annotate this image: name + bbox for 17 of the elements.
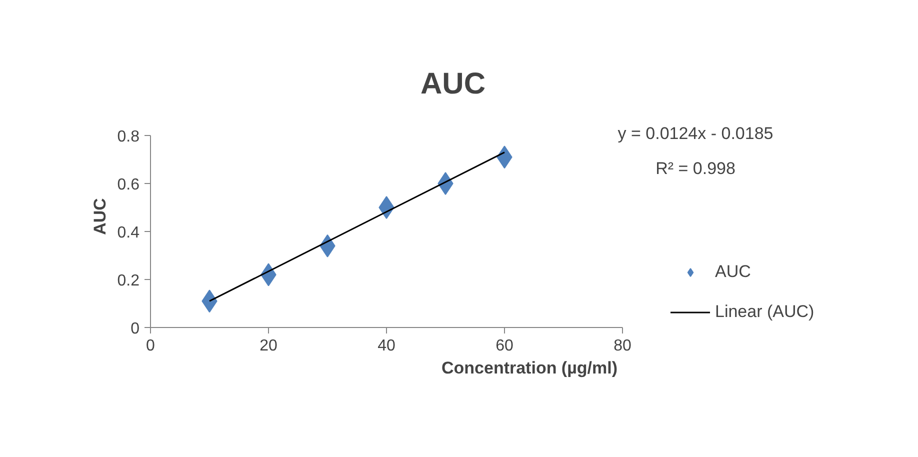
x-axis-title: Concentration (µg/ml): [441, 358, 618, 378]
x-tick-label: 60: [496, 338, 514, 354]
y-tick-label: 0.8: [117, 128, 140, 146]
y-tick-label: 0.6: [117, 176, 140, 194]
x-tick-label: 20: [260, 338, 278, 354]
legend-label: Linear (AUC): [715, 302, 814, 322]
y-tick-label: 0.4: [117, 224, 140, 242]
y-tick-label: 0: [130, 320, 140, 338]
x-tick-label: 80: [614, 338, 632, 354]
x-tick-label: 0: [146, 338, 156, 354]
x-tick-label: 40: [378, 338, 396, 354]
chart-title: AUC: [420, 68, 486, 100]
text: R² = 0.998: [656, 159, 736, 178]
y-axis-title: AUC: [90, 198, 110, 235]
y-tick-label: 0.2: [117, 272, 140, 290]
legend-label: AUC: [715, 262, 751, 282]
annotation: y = 0.0124x - 0.0185: [618, 124, 774, 143]
